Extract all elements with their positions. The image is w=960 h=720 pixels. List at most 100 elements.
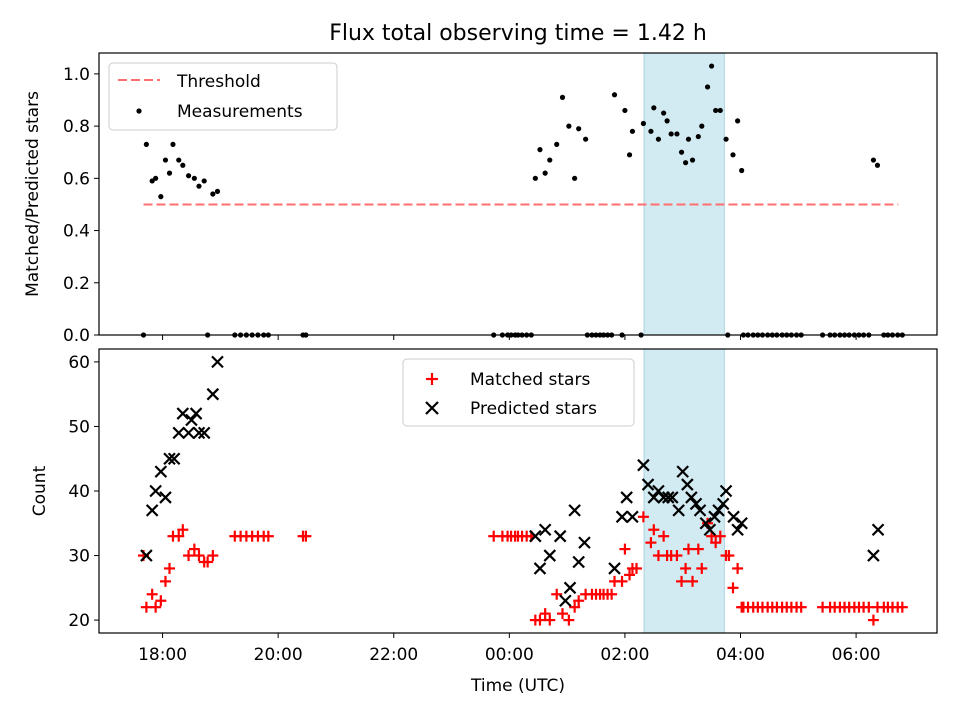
measurement-point (664, 118, 670, 124)
measurement-point (651, 105, 657, 111)
predicted-point (712, 504, 725, 517)
measurement-point (683, 160, 689, 166)
matched-point (727, 582, 739, 594)
matched-point (619, 543, 631, 555)
matched-point (624, 569, 636, 581)
matched-point (692, 543, 704, 555)
ratio-panel: 0.0 0.2 0.4 0.6 0.8 1.0 Matched/Predicted sta… (23, 52, 938, 346)
matched-point (146, 588, 158, 600)
measurement-point (655, 136, 662, 142)
measurement-point (735, 118, 741, 124)
measurement-point (170, 141, 176, 147)
measurement-point (626, 152, 633, 158)
predicted-point (167, 452, 181, 466)
predicted-point (163, 452, 176, 466)
predicted-point (543, 549, 557, 562)
ratio-y-tick-label: 1.0 (63, 65, 90, 85)
count-panel: 20 30 40 50 60 18:00 20:00 22:00 00:00 02:00 04:0… (30, 348, 938, 696)
chart-title: Flux total observing time = 1.42 h (329, 21, 707, 46)
matched-point (637, 511, 649, 523)
matched-point (193, 550, 205, 562)
predicted-point (192, 426, 206, 440)
predicted-point (719, 484, 733, 498)
predicted-point (676, 465, 689, 478)
ratio-y-tick-label: 0.8 (63, 117, 90, 137)
ratio-y-tick-label: 0.0 (63, 326, 90, 346)
predicted-point (176, 407, 190, 420)
ratio-legend-box (108, 62, 338, 131)
predicted-point (661, 491, 675, 504)
matched-point (671, 550, 683, 562)
predicted-point (559, 594, 572, 608)
measurement-point (870, 157, 877, 163)
predicted-point (620, 491, 633, 504)
predicted-point (572, 555, 585, 569)
matched-point (732, 562, 744, 574)
predicted-point (578, 536, 591, 549)
measurement-point (713, 107, 719, 114)
measurement-point (532, 175, 538, 181)
count-y-tick-label: 60 (68, 353, 90, 373)
predicted-point (871, 523, 885, 537)
ratio-y-tick-label: 0.4 (63, 222, 90, 242)
predicted-point (672, 504, 685, 517)
count-y-label: Count (30, 465, 50, 516)
measurement-point (699, 123, 705, 129)
predicted-point (727, 510, 740, 524)
measurement-point (689, 157, 696, 163)
predicted-point (211, 355, 224, 369)
predicted-point (149, 484, 162, 498)
measurement-point (162, 157, 169, 163)
matched-point (534, 614, 546, 626)
measurement-point (166, 170, 173, 176)
measurement-point (717, 107, 723, 114)
matched-point (539, 608, 551, 620)
matched-point (630, 562, 642, 574)
measurement-point (572, 175, 578, 181)
matched-point (896, 601, 908, 613)
predicted-point (641, 478, 655, 491)
matched-point (616, 575, 628, 587)
predicted-point (615, 510, 629, 524)
measurement-point (196, 183, 202, 189)
measurement-point (185, 173, 192, 179)
ratio-x-ticks (162, 335, 857, 340)
matched-point (262, 530, 274, 542)
matched-point (710, 537, 722, 549)
count-y-axis: 20 30 40 50 60 (68, 353, 99, 631)
predicted-point (538, 523, 552, 537)
ratio-highlight-band (643, 52, 725, 336)
count-x-tick-label: 20:00 (254, 645, 303, 665)
matched-point (573, 595, 585, 607)
legend-matched-label: Matched stars (470, 370, 590, 390)
predicted-point (159, 491, 172, 504)
measurement-point (730, 152, 736, 158)
count-x-tick-label: 04:00 (716, 645, 765, 665)
measurement-point (191, 175, 197, 181)
matched-point (723, 550, 735, 562)
matched-point (202, 556, 214, 568)
measurement-point (640, 120, 647, 127)
count-y-tick-label: 40 (68, 482, 90, 502)
predicted-point (685, 491, 698, 504)
measurement-point (583, 136, 589, 142)
measurement-point (709, 63, 715, 69)
predicted-point (689, 497, 703, 511)
matched-point (177, 524, 189, 536)
matched-point (544, 614, 556, 626)
predicted-point (189, 407, 203, 420)
measurement-point (678, 149, 685, 155)
measurement-point (176, 157, 182, 163)
count-y-tick-label: 50 (68, 417, 90, 437)
matched-point (551, 588, 563, 600)
predicted-point (172, 426, 186, 440)
legend-measurements-swatch (136, 108, 142, 114)
matched-point (645, 537, 657, 549)
matched-point (173, 530, 185, 542)
count-plot-frame (98, 348, 938, 634)
predicted-points (140, 355, 885, 608)
measurement-point (661, 110, 667, 116)
predicted-point (608, 562, 621, 575)
matched-point (557, 608, 569, 620)
